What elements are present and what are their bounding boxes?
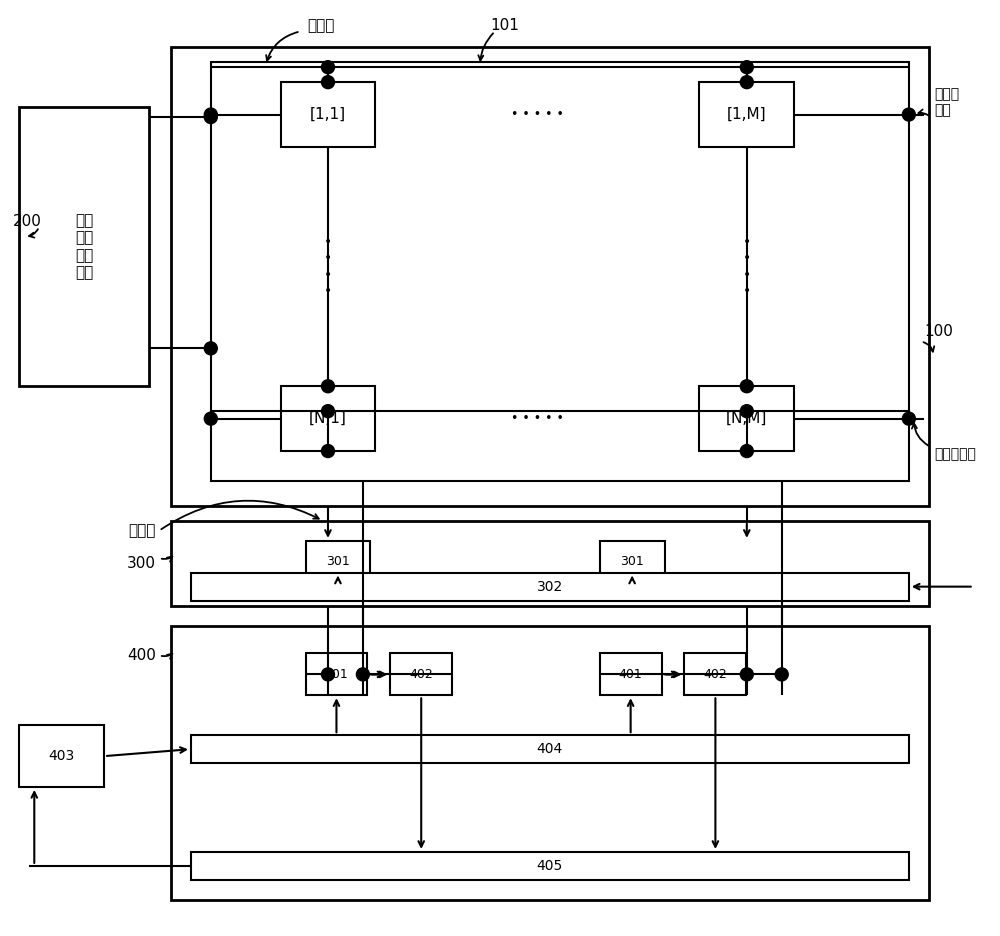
Bar: [699, 82, 794, 147]
Bar: [171, 520, 929, 606]
Bar: [306, 653, 367, 695]
Bar: [211, 62, 909, 481]
Text: [N,1]: [N,1]: [309, 411, 347, 426]
Circle shape: [775, 668, 788, 680]
Text: 200: 200: [13, 214, 42, 229]
Bar: [306, 541, 370, 582]
Circle shape: [740, 76, 753, 89]
Circle shape: [740, 404, 753, 417]
Circle shape: [902, 412, 915, 425]
Text: 403: 403: [49, 749, 75, 763]
Bar: [171, 47, 929, 505]
Circle shape: [321, 445, 334, 458]
Circle shape: [740, 668, 753, 680]
Bar: [390, 653, 452, 695]
Text: 302: 302: [537, 579, 563, 593]
Text: •
•
•
•: • • • •: [324, 235, 332, 298]
Text: • • • • •: • • • • •: [511, 108, 564, 121]
Bar: [699, 387, 794, 451]
Bar: [281, 387, 375, 451]
Text: 402: 402: [409, 668, 433, 680]
Bar: [19, 725, 104, 787]
Circle shape: [204, 108, 217, 121]
Bar: [191, 735, 909, 763]
Bar: [171, 625, 929, 899]
Text: [N,M]: [N,M]: [726, 411, 768, 426]
Bar: [600, 653, 662, 695]
Text: 扫描线: 扫描线: [307, 18, 334, 33]
Circle shape: [902, 108, 915, 121]
Text: 100: 100: [924, 324, 953, 339]
Text: 栅极
扫描
驱动
模块: 栅极 扫描 驱动 模块: [75, 213, 93, 280]
Circle shape: [321, 404, 334, 417]
Circle shape: [321, 61, 334, 74]
Circle shape: [356, 668, 369, 680]
Text: 405: 405: [537, 859, 563, 872]
Circle shape: [321, 76, 334, 89]
Text: 404: 404: [537, 742, 563, 756]
Circle shape: [740, 445, 753, 458]
Text: 301: 301: [620, 555, 644, 568]
Text: 301: 301: [326, 555, 350, 568]
Text: 反馈地
址线: 反馈地 址线: [934, 87, 959, 117]
Bar: [684, 653, 746, 695]
Text: • • • • •: • • • • •: [511, 412, 564, 425]
Circle shape: [204, 110, 217, 124]
Text: [1,1]: [1,1]: [310, 107, 346, 122]
Circle shape: [321, 668, 334, 680]
Bar: [19, 107, 149, 387]
Text: 反馈信号线: 反馈信号线: [934, 447, 976, 461]
Bar: [281, 82, 375, 147]
Text: 数据线: 数据线: [129, 523, 156, 538]
Circle shape: [740, 61, 753, 74]
Circle shape: [204, 412, 217, 425]
Bar: [191, 573, 909, 601]
Circle shape: [321, 380, 334, 393]
Text: •
•
•
•: • • • •: [743, 235, 751, 298]
Text: [1,M]: [1,M]: [727, 107, 767, 122]
Circle shape: [204, 342, 217, 355]
Bar: [191, 852, 909, 880]
Circle shape: [740, 380, 753, 393]
Bar: [600, 541, 665, 582]
Text: 401: 401: [619, 668, 643, 680]
Text: 300: 300: [127, 556, 156, 571]
Text: 402: 402: [704, 668, 727, 680]
Text: 401: 401: [325, 668, 348, 680]
Text: 400: 400: [127, 648, 156, 663]
Text: 101: 101: [491, 18, 519, 33]
